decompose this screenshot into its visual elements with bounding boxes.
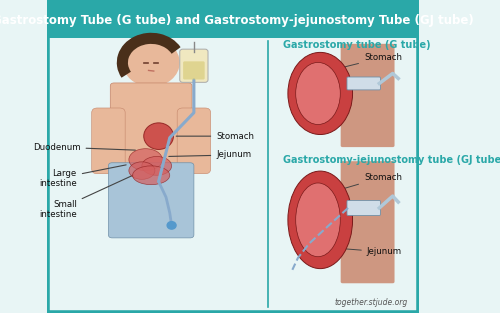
Ellipse shape xyxy=(129,149,162,171)
Text: Jejunum: Jejunum xyxy=(169,151,252,159)
FancyBboxPatch shape xyxy=(340,44,394,147)
Text: Large
intestine: Large intestine xyxy=(39,165,126,188)
FancyBboxPatch shape xyxy=(110,83,192,175)
Text: together.stjude.org: together.stjude.org xyxy=(334,298,407,307)
FancyBboxPatch shape xyxy=(180,49,208,82)
Text: Gastrostomy-jejunostomy tube (GJ tube): Gastrostomy-jejunostomy tube (GJ tube) xyxy=(283,155,500,165)
Text: Small
intestine: Small intestine xyxy=(39,175,134,219)
Ellipse shape xyxy=(129,162,155,179)
FancyBboxPatch shape xyxy=(340,161,394,283)
Ellipse shape xyxy=(288,171,352,269)
Text: Stomach: Stomach xyxy=(176,132,254,141)
Circle shape xyxy=(167,222,176,229)
Text: Duodenum: Duodenum xyxy=(33,143,136,151)
Ellipse shape xyxy=(288,52,352,135)
FancyBboxPatch shape xyxy=(142,74,160,88)
Ellipse shape xyxy=(142,156,172,175)
Text: Jejunum: Jejunum xyxy=(312,246,402,256)
FancyBboxPatch shape xyxy=(347,201,380,215)
FancyBboxPatch shape xyxy=(347,77,380,90)
FancyBboxPatch shape xyxy=(183,61,204,80)
Ellipse shape xyxy=(144,123,174,150)
FancyBboxPatch shape xyxy=(92,108,125,174)
FancyBboxPatch shape xyxy=(177,108,210,174)
FancyBboxPatch shape xyxy=(47,0,418,38)
Text: Gastrostomy tube (G tube): Gastrostomy tube (G tube) xyxy=(283,40,430,50)
FancyBboxPatch shape xyxy=(47,0,418,313)
Circle shape xyxy=(124,39,179,86)
Text: Gastrostomy Tube (G tube) and Gastrostomy-jejunostomy Tube (GJ tube): Gastrostomy Tube (G tube) and Gastrostom… xyxy=(0,14,474,27)
FancyBboxPatch shape xyxy=(108,163,194,238)
Ellipse shape xyxy=(296,62,341,125)
Ellipse shape xyxy=(296,183,341,257)
Ellipse shape xyxy=(132,166,170,185)
Text: Stomach: Stomach xyxy=(345,172,402,188)
Text: Stomach: Stomach xyxy=(345,53,402,67)
